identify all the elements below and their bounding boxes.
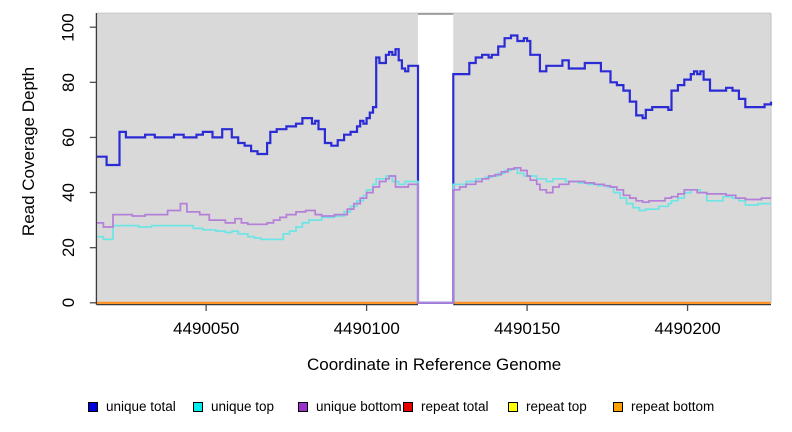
x-tick-label-4490100: 4490100 bbox=[333, 319, 400, 338]
legend-swatch-repeat-top bbox=[508, 401, 518, 412]
y-tick-label-20: 20 bbox=[58, 238, 78, 258]
legend-swatch-unique-bottom bbox=[298, 401, 308, 412]
legend-label: repeat top bbox=[526, 399, 587, 414]
legend-label: unique total bbox=[106, 399, 176, 414]
legend-item-repeat-top: repeat top bbox=[508, 400, 587, 414]
legend-label: repeat bottom bbox=[631, 399, 715, 414]
legend-swatch-unique-total bbox=[88, 401, 98, 412]
x-tick-label-4490150: 4490150 bbox=[494, 319, 561, 338]
x-tick-label-4490050: 4490050 bbox=[173, 319, 240, 338]
legend-label: repeat total bbox=[421, 399, 489, 414]
legend-item-unique-bottom: unique bottom bbox=[298, 400, 402, 414]
y-tick-label-100: 100 bbox=[58, 13, 78, 42]
legend-swatch-repeat-total bbox=[403, 401, 413, 412]
y-tick-label-60: 60 bbox=[58, 127, 78, 147]
x-tick-label-4490200: 4490200 bbox=[654, 319, 721, 338]
y-tick-label-80: 80 bbox=[58, 72, 78, 92]
legend-label: unique top bbox=[211, 399, 275, 414]
legend-swatch-repeat-bottom bbox=[613, 401, 623, 412]
legend-item-unique-top: unique top bbox=[193, 400, 274, 414]
y-axis-title: Read Coverage Depth bbox=[18, 67, 38, 237]
legend-item-repeat-bottom: repeat bottom bbox=[613, 400, 714, 414]
y-tick-label-0: 0 bbox=[58, 298, 78, 308]
legend-item-unique-total: unique total bbox=[88, 400, 176, 414]
y-tick-label-40: 40 bbox=[58, 183, 78, 203]
legend-label: unique bottom bbox=[316, 399, 402, 414]
legend-swatch-unique-top bbox=[193, 401, 203, 412]
legend-item-repeat-total: repeat total bbox=[403, 400, 489, 414]
x-axis-title: Coordinate in Reference Genome bbox=[307, 354, 562, 374]
